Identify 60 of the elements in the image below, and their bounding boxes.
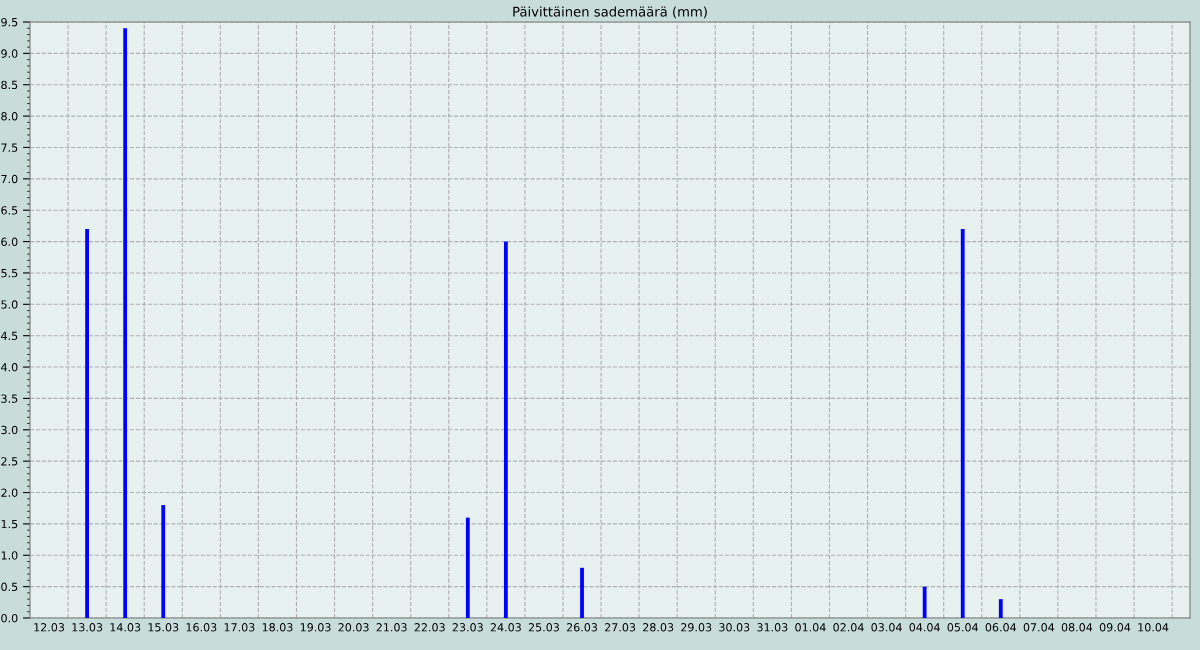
x-tick-label: 18.03 (262, 623, 293, 632)
bar (960, 229, 965, 618)
x-tick-label: 02.04 (833, 623, 864, 632)
y-tick-label: 2.0 (1, 488, 18, 497)
x-tick-label: 17.03 (224, 623, 255, 632)
y-tick-label: 7.0 (1, 174, 18, 184)
bar (922, 586, 927, 618)
x-tick-label: 14.03 (110, 623, 141, 632)
x-tick-label: 21.03 (376, 623, 407, 632)
y-tick-label: 0.5 (1, 582, 18, 592)
bar (580, 567, 584, 618)
y-tick-label: 3.0 (1, 425, 18, 435)
x-tick-label: 23.03 (452, 623, 483, 632)
y-tick-label: 4.5 (1, 331, 18, 341)
y-tick-label: 7.5 (1, 143, 18, 152)
y-tick-label: 9.5 (1, 17, 18, 27)
bar (503, 241, 508, 618)
x-tick-label: 08.04 (1061, 623, 1093, 632)
x-tick-label: 09.04 (1099, 623, 1131, 632)
y-tick-label: 5.0 (1, 300, 18, 309)
x-tick-label: 04.04 (909, 623, 940, 632)
x-tick-label: 16.03 (186, 623, 217, 632)
y-tick-label: 6.5 (1, 206, 18, 215)
bar (998, 599, 1003, 618)
x-tick-label: 06.04 (985, 623, 1017, 632)
y-tick-label: 3.5 (1, 394, 18, 403)
chart-title: Päivittäinen sademäärä (mm) (513, 6, 707, 19)
y-tick-label: 8.5 (1, 80, 18, 90)
x-tick-label: 25.03 (528, 623, 559, 632)
y-tick-label: 0.0 (1, 613, 18, 623)
x-tick-label: 29.03 (681, 623, 712, 632)
x-tick-label: 26.03 (566, 623, 598, 632)
bar (161, 505, 166, 618)
x-tick-label: 10.04 (1138, 623, 1169, 632)
x-tick-label: 28.03 (643, 623, 674, 632)
y-tick-label: 9.0 (1, 49, 18, 58)
x-tick-label: 22.03 (414, 623, 445, 632)
y-tick-label: 4.0 (1, 363, 18, 372)
y-tick-label: 2.5 (1, 457, 18, 466)
x-tick-label: 03.04 (871, 623, 902, 632)
y-tick-label: 1.0 (1, 551, 18, 560)
bar (85, 229, 90, 618)
x-tick-label: 12.03 (34, 623, 65, 632)
bar (123, 28, 128, 618)
y-tick-label: 5.5 (1, 269, 18, 278)
x-tick-label: 20.03 (338, 623, 369, 632)
y-tick-label: 1.5 (1, 520, 18, 529)
x-tick-label: 30.03 (719, 623, 750, 632)
x-tick-label: 15.03 (148, 623, 179, 632)
bar (465, 517, 470, 618)
x-tick-label: 31.03 (757, 623, 788, 632)
x-tick-label: 19.03 (300, 623, 331, 632)
x-tick-label: 05.04 (947, 623, 978, 632)
y-tick-label: 8.0 (1, 112, 18, 121)
y-tick-label: 6.0 (1, 237, 18, 246)
x-tick-label: 07.04 (1023, 623, 1055, 632)
x-tick-label: 24.03 (490, 623, 521, 632)
x-tick-label: 27.03 (605, 623, 636, 632)
x-tick-label: 13.03 (72, 623, 103, 632)
x-tick-label: 01.04 (795, 623, 826, 632)
